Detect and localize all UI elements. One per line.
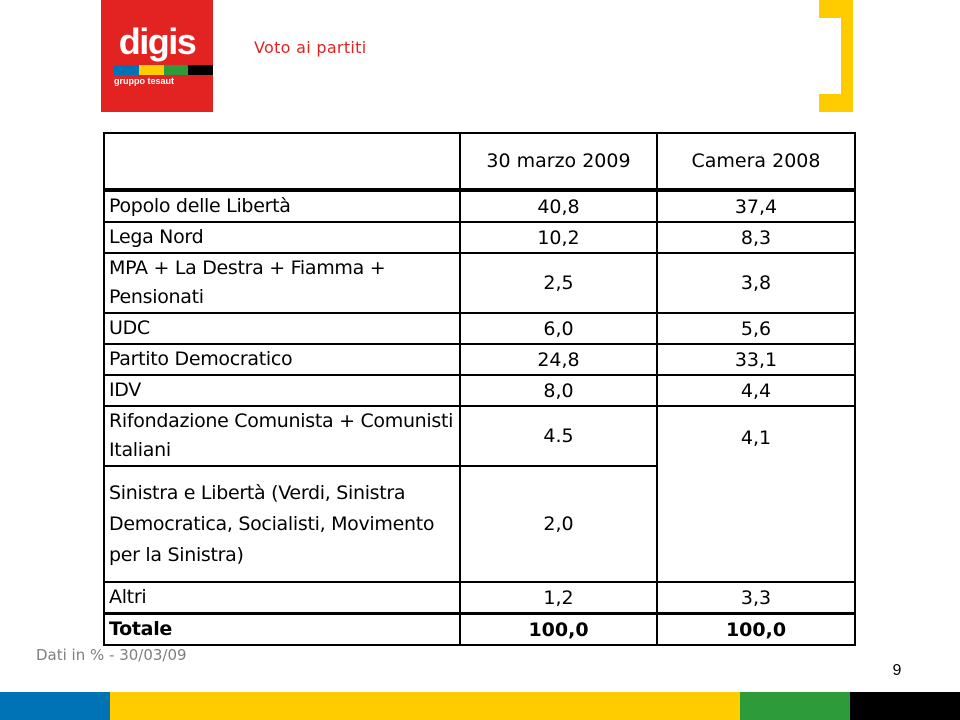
party-name: IDV [103,374,461,407]
party-name: MPA + La Destra + Fiamma + Pensionati [103,252,461,314]
page-title: Voto ai partiti [254,38,367,57]
value-2008-merged: 4,1 [656,405,856,583]
party-name: Rifondazione Comunista + Comunisti Itali… [103,405,461,467]
party-name: UDC [103,312,461,345]
value-2009: 4.5 [459,405,658,467]
table-row: Altri 1,2 3,3 [103,581,856,615]
results-table: 30 marzo 2009 Camera 2008 Popolo delle L… [103,132,856,646]
value-2009: 6,0 [459,312,658,345]
value-2008: 8,3 [656,221,856,254]
value-2009: 100,0 [459,612,658,646]
value-2009: 40,8 [459,189,658,223]
table-row: IDV 8,0 4,4 [103,374,856,407]
value-2008: 5,6 [656,312,856,345]
table-row: Partito Democratico 24,8 33,1 [103,343,856,376]
value-2008: 100,0 [656,612,856,646]
table-row: Rifondazione Comunista + Comunisti Itali… [103,405,856,583]
party-name: Lega Nord [103,221,461,254]
logo-wordmark: digis [118,21,197,62]
value-2009: 24,8 [459,343,658,376]
digis-logo: digis gruppo tesaut [101,0,213,112]
table-row-total: Totale 100,0 100,0 [103,612,856,646]
value-2009: 8,0 [459,374,658,407]
bottom-color-bar [0,692,960,720]
table-row: Sinistra e Libertà (Verdi, Sinistra Demo… [103,465,855,583]
party-name: Partito Democratico [103,343,461,376]
party-name: Sinistra e Libertà (Verdi, Sinistra Demo… [103,465,461,583]
party-name: Popolo delle Libertà [103,189,461,223]
value-2008: 4,4 [656,374,856,407]
header-cell-2009: 30 marzo 2009 [459,132,658,192]
value-2008: 3,8 [656,252,856,314]
footnote: Dati in % - 30/03/09 [36,646,187,664]
yellow-bracket-decoration [819,0,853,112]
logo-subtext: gruppo tesaut [114,76,174,86]
table-row: Popolo delle Libertà 40,8 37,4 [103,189,856,223]
value-2009: 1,2 [459,581,658,615]
value-2009: 10,2 [459,221,658,254]
table-header-row: 30 marzo 2009 Camera 2008 [103,132,856,192]
logo-color-stripes [114,65,213,75]
party-name: Totale [103,612,461,646]
table-row: Lega Nord 10,2 8,3 [103,221,856,254]
page-number: 9 [892,662,902,679]
value-2008: 3,3 [656,581,856,615]
header-cell-2008: Camera 2008 [656,132,856,192]
header-cell-party [103,132,461,192]
table-row: UDC 6,0 5,6 [103,312,856,345]
table-row: MPA + La Destra + Fiamma + Pensionati 2,… [103,252,856,314]
value-2009: 2,0 [459,465,658,583]
value-2009: 2,5 [459,252,658,314]
value-2008: 37,4 [656,189,856,223]
value-2008: 33,1 [656,343,856,376]
party-name: Altri [103,581,461,615]
